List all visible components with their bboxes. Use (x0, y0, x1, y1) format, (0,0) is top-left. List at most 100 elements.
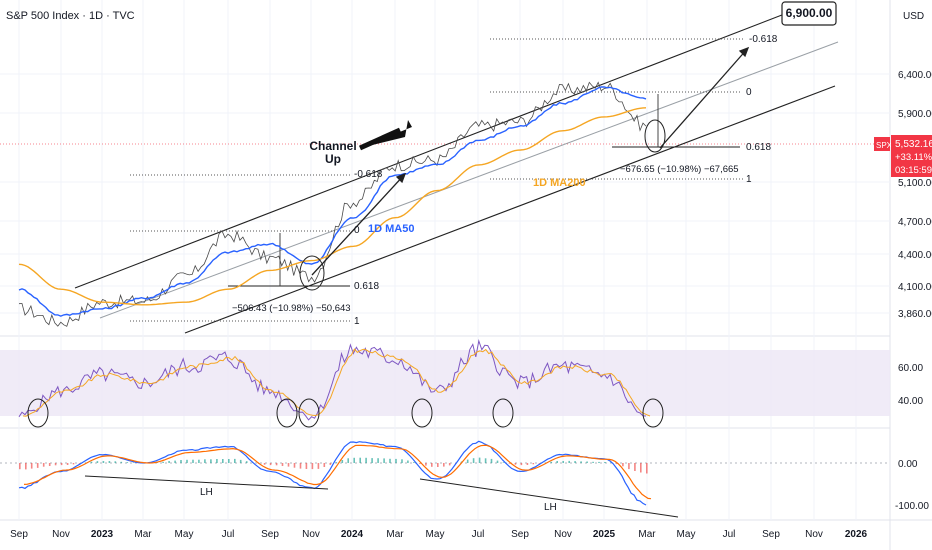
macd-histogram-bar (389, 458, 391, 463)
macd-histogram-bar (180, 460, 182, 463)
price-tick-5100: 5,100.00 (898, 178, 932, 189)
time-axis[interactable]: Sep Nov 2023 Mar May Jul Sep Nov 2024 Mar May Jul Se… (10, 529, 867, 540)
time-axis-label: Mar (386, 529, 404, 540)
target-label: 6,900.00 (786, 6, 833, 20)
time-axis-label: May (175, 529, 194, 540)
time-axis-label: Nov (554, 529, 572, 540)
macd-histogram-bar (646, 463, 648, 474)
macd-histogram-bar (335, 462, 338, 463)
macd-signal-line (23, 444, 652, 500)
circle-rsi-5 (492, 398, 514, 428)
macd-histogram-bar (556, 461, 558, 463)
badge-symbol: SPX (876, 141, 893, 150)
macd-histogram-bar (586, 461, 588, 463)
fib-label-1-a: 1 (354, 316, 360, 327)
macd-histogram-bar (341, 460, 344, 463)
macd-histogram-bar (604, 462, 606, 463)
fib-label-618-b: 0.618 (746, 142, 771, 153)
macd-histogram-bar (108, 461, 111, 463)
macd-histogram-bar (90, 461, 93, 463)
macd-histogram-bar (514, 463, 517, 465)
badge-change: +33.11% (895, 152, 932, 163)
macd-histogram-bar (347, 458, 349, 463)
ma200-label: 1D MA200 (533, 177, 586, 189)
macd-histogram-bar (437, 463, 439, 467)
macd-histogram-bar (496, 460, 499, 463)
rsi-tick-60: 60.00 (898, 363, 923, 374)
lh-line-a (84, 475, 329, 490)
macd-histogram-bar (448, 463, 451, 466)
macd-histogram-bar (66, 463, 69, 465)
macd-histogram-bar (102, 461, 105, 463)
fib-label-618-a: 0.618 (354, 281, 379, 292)
macd-histogram-bar (329, 463, 332, 465)
macd-histogram-bar (419, 463, 421, 464)
macd-histogram-bar (60, 463, 63, 466)
time-axis-label: Sep (762, 529, 780, 540)
macd-histogram-bar (568, 460, 570, 463)
circle-rsi-4 (411, 398, 433, 428)
macd-histogram-bar (293, 463, 296, 468)
macd-histogram-bar (126, 462, 129, 463)
price-tick-4400: 4,400.00 (898, 250, 932, 261)
rsi-tick-40: 40.00 (898, 396, 923, 407)
badge-price: 5,532.16 (895, 139, 932, 150)
macd-histogram-bar (25, 463, 27, 470)
price-tick-5900: 5,900.00 (898, 109, 932, 120)
grid-lines (0, 0, 890, 520)
macd-histogram-bar (490, 458, 493, 463)
time-axis-label: Nov (52, 529, 70, 540)
macd-histogram-bar (269, 463, 272, 466)
fib-label-neg618-a: -0.618 (354, 169, 383, 180)
bottom-circles (27, 119, 666, 428)
target-box (781, 1, 837, 26)
macd-histogram-bar (287, 463, 290, 467)
macd-histogram-bar (640, 463, 642, 473)
macd-line (18, 440, 647, 506)
price-badge: SPX 5,532.16 +33.11% 03:15:59 (874, 135, 932, 177)
time-axis-label: Mar (134, 529, 152, 540)
projection-arrow-2025 (659, 47, 749, 149)
badge-time: 03:15:59 (895, 165, 932, 176)
macd-histogram-bar (616, 463, 618, 465)
chart-title: S&P 500 Index · 1D · TVC (6, 10, 135, 22)
macd-histogram-bar (425, 463, 427, 466)
macd-histogram-bar (222, 459, 224, 463)
macd-histogram-bar (263, 463, 266, 465)
macd-histogram-bar (377, 458, 379, 463)
macd-histogram-bar (443, 463, 445, 467)
price-scale[interactable]: 6,400.00 5,900.00 5,100.00 4,700.00 4,40… (895, 70, 932, 512)
macd-histogram-bar (401, 459, 403, 463)
macd-histogram-bar (36, 463, 39, 468)
circle-rsi-6 (642, 398, 664, 428)
macd-histogram-bar (520, 463, 523, 466)
macd-histogram-bar (299, 463, 302, 469)
rsi-band (0, 350, 890, 416)
macd-histogram-bar (466, 459, 469, 463)
macd-histogram-bar (216, 459, 218, 463)
projection-arrow-2023 (311, 173, 406, 276)
macd-histogram-bar (592, 461, 594, 463)
fib-label-0-a: 0 (354, 225, 360, 236)
currency-label: USD (903, 11, 924, 22)
circle-rsi-3 (298, 398, 320, 428)
channel-lines (74, 7, 839, 334)
macd-histogram-bar (275, 463, 278, 466)
time-axis-label: May (426, 529, 445, 540)
circle-price-2025 (644, 119, 666, 153)
macd-histogram-bar (84, 462, 87, 463)
time-axis-label: Sep (261, 529, 279, 540)
macd-histogram-bar (72, 463, 75, 465)
macd-histogram-bar (478, 457, 481, 463)
macd-histogram-bar (365, 457, 367, 463)
macd-histogram-bar (228, 459, 230, 463)
channel-up-arrow (360, 120, 412, 148)
macd-histogram-bar (204, 459, 206, 463)
macd-histogram-bar (234, 458, 236, 463)
price-scale-bg (890, 0, 932, 550)
macd-histogram-bar (168, 461, 170, 463)
macd-histogram-bar (281, 463, 284, 466)
macd-histogram-bar (574, 461, 576, 463)
macd-histogram-bar (598, 461, 600, 463)
macd-histogram-bar (413, 462, 415, 463)
